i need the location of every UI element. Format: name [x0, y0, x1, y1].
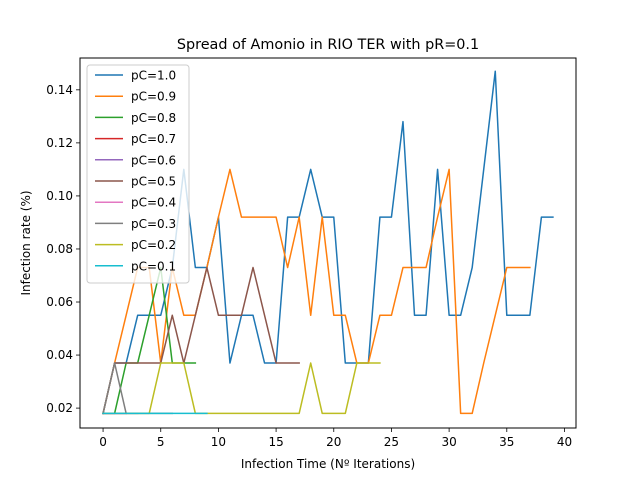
x-tick-label: 30: [441, 435, 456, 449]
legend-label: pC=0.8: [131, 111, 176, 125]
x-tick-label: 0: [99, 435, 107, 449]
legend: pC=1.0 pC=0.9 pC=0.8 pC=0.7 pC=0.6 pC=0.5 pC=0…: [86, 64, 190, 284]
legend-box: [86, 64, 190, 284]
x-tick-label: 5: [157, 435, 165, 449]
legend-label: pC=0.3: [131, 217, 176, 231]
legend-label: pC=0.2: [131, 238, 176, 252]
y-axis-label: Infection rate (%): [19, 190, 33, 295]
legend-label: pC=0.6: [131, 153, 176, 167]
y-tick-label: 0.06: [46, 295, 73, 309]
legend-label: pC=0.4: [131, 196, 176, 210]
x-tick-label: 20: [326, 435, 341, 449]
series-line-pc-0-5: [102, 266, 300, 415]
chart-title: Spread of Amonio in RIO TER with pR=0.1: [177, 37, 479, 53]
y-tick-label: 0.04: [46, 348, 73, 362]
x-axis: 0 5 10 15 20 25 30 35 40: [99, 428, 572, 449]
legend-label: pC=0.9: [131, 90, 176, 104]
y-tick-label: 0.12: [46, 136, 73, 150]
y-tick-label: 0.02: [46, 401, 73, 415]
y-tick-label: 0.10: [46, 189, 73, 203]
x-axis-label: Infection Time (Nº Iterations): [241, 457, 415, 471]
legend-label: pC=0.5: [131, 175, 176, 189]
x-tick-label: 25: [384, 435, 399, 449]
y-tick-label: 0.14: [46, 83, 73, 97]
y-axis: 0.02 0.04 0.06 0.08 0.10 0.12 0.14: [46, 83, 80, 415]
legend-label: pC=0.1: [131, 259, 176, 273]
axes-frame: [79, 57, 577, 429]
x-tick-label: 15: [268, 435, 283, 449]
legend-label: pC=0.7: [131, 132, 176, 146]
x-tick-label: 40: [557, 435, 572, 449]
x-tick-label: 10: [211, 435, 226, 449]
x-tick-label: 35: [499, 435, 514, 449]
y-tick-label: 0.08: [46, 242, 73, 256]
legend-label: pC=1.0: [131, 69, 176, 83]
